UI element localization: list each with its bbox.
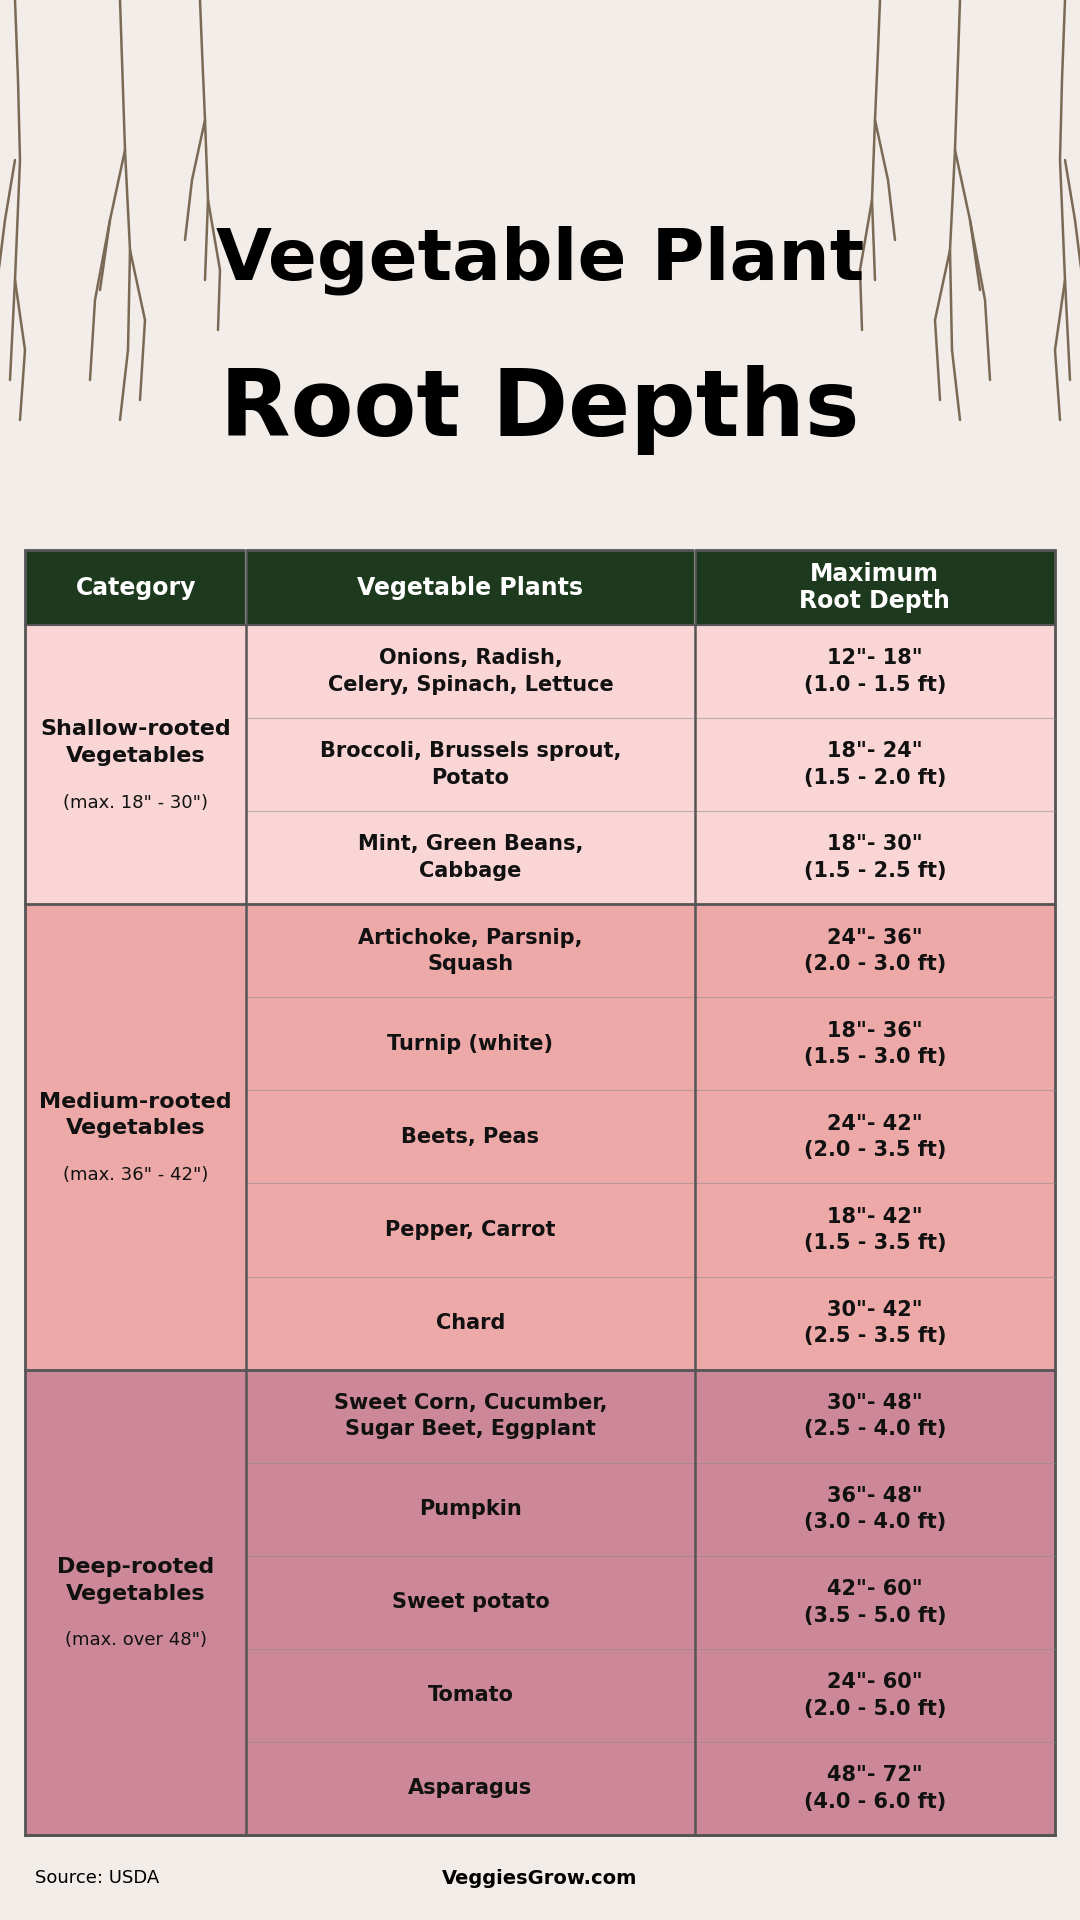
Bar	[694, 1741, 1055, 1836]
Text: (max. 18" - 30"): (max. 18" - 30")	[64, 793, 208, 812]
Bar	[246, 718, 694, 810]
Bar	[25, 549, 1055, 626]
Text: 24"- 60"
(2.0 - 5.0 ft): 24"- 60" (2.0 - 5.0 ft)	[804, 1672, 946, 1718]
Text: 30"- 42"
(2.5 - 3.5 ft): 30"- 42" (2.5 - 3.5 ft)	[804, 1300, 946, 1346]
Text: Medium-rooted
Vegetables: Medium-rooted Vegetables	[39, 1092, 232, 1139]
Bar	[694, 1463, 1055, 1555]
Text: Maximum
Root Depth: Maximum Root Depth	[799, 561, 950, 612]
Text: Turnip (white): Turnip (white)	[388, 1033, 553, 1054]
Bar	[25, 904, 246, 1369]
Text: 18"- 42"
(1.5 - 3.5 ft): 18"- 42" (1.5 - 3.5 ft)	[804, 1208, 946, 1254]
Text: 48"- 72"
(4.0 - 6.0 ft): 48"- 72" (4.0 - 6.0 ft)	[804, 1764, 946, 1812]
Bar	[246, 1741, 694, 1836]
Bar	[246, 904, 694, 996]
Bar	[694, 1091, 1055, 1183]
Text: (max. 36" - 42"): (max. 36" - 42")	[63, 1165, 208, 1185]
Bar	[694, 718, 1055, 810]
Text: Pepper, Carrot: Pepper, Carrot	[386, 1219, 556, 1240]
Text: 24"- 42"
(2.0 - 3.5 ft): 24"- 42" (2.0 - 3.5 ft)	[804, 1114, 946, 1160]
Text: 30"- 48"
(2.5 - 4.0 ft): 30"- 48" (2.5 - 4.0 ft)	[804, 1392, 946, 1440]
Text: Category: Category	[76, 576, 195, 599]
Bar	[246, 1277, 694, 1369]
Bar	[246, 1183, 694, 1277]
Text: VeggiesGrow.com: VeggiesGrow.com	[443, 1868, 637, 1887]
Bar	[246, 1649, 694, 1741]
Bar	[25, 549, 1055, 1836]
Text: Beets, Peas: Beets, Peas	[402, 1127, 540, 1146]
Text: 18"- 30"
(1.5 - 2.5 ft): 18"- 30" (1.5 - 2.5 ft)	[804, 835, 946, 881]
Text: Shallow-rooted
Vegetables: Shallow-rooted Vegetables	[40, 720, 231, 766]
Text: Root Depths: Root Depths	[220, 365, 860, 455]
Text: Broccoli, Brussels sprout,
Potato: Broccoli, Brussels sprout, Potato	[320, 741, 621, 787]
Text: Deep-rooted
Vegetables: Deep-rooted Vegetables	[57, 1557, 214, 1603]
Text: Vegetable Plants: Vegetable Plants	[357, 576, 583, 599]
Bar	[246, 810, 694, 904]
Bar	[25, 626, 246, 904]
Bar	[694, 1183, 1055, 1277]
Text: Source: USDA: Source: USDA	[35, 1868, 159, 1887]
Bar	[694, 1277, 1055, 1369]
Bar	[246, 626, 694, 718]
Text: 24"- 36"
(2.0 - 3.0 ft): 24"- 36" (2.0 - 3.0 ft)	[804, 927, 946, 973]
Text: Onions, Radish,
Celery, Spinach, Lettuce: Onions, Radish, Celery, Spinach, Lettuce	[327, 649, 613, 695]
Text: (max. over 48"): (max. over 48")	[65, 1632, 206, 1649]
Text: 18"- 24"
(1.5 - 2.0 ft): 18"- 24" (1.5 - 2.0 ft)	[804, 741, 946, 787]
Text: Chard: Chard	[436, 1313, 505, 1332]
Bar	[246, 1091, 694, 1183]
Text: Mint, Green Beans,
Cabbage: Mint, Green Beans, Cabbage	[357, 835, 583, 881]
Bar	[694, 996, 1055, 1091]
Text: Vegetable Plant: Vegetable Plant	[216, 225, 864, 296]
Bar	[694, 626, 1055, 718]
Text: 42"- 60"
(3.5 - 5.0 ft): 42"- 60" (3.5 - 5.0 ft)	[804, 1578, 946, 1626]
Bar	[246, 1463, 694, 1555]
Bar	[246, 1555, 694, 1649]
Bar	[25, 1369, 246, 1836]
Bar	[694, 904, 1055, 996]
Bar	[694, 810, 1055, 904]
Bar	[694, 1649, 1055, 1741]
Text: Sweet Corn, Cucumber,
Sugar Beet, Eggplant: Sweet Corn, Cucumber, Sugar Beet, Eggpla…	[334, 1392, 607, 1440]
Text: Artichoke, Parsnip,
Squash: Artichoke, Parsnip, Squash	[359, 927, 583, 973]
Bar	[246, 996, 694, 1091]
Text: 36"- 48"
(3.0 - 4.0 ft): 36"- 48" (3.0 - 4.0 ft)	[804, 1486, 946, 1532]
Bar	[694, 1369, 1055, 1463]
Text: 18"- 36"
(1.5 - 3.0 ft): 18"- 36" (1.5 - 3.0 ft)	[804, 1021, 946, 1068]
Text: Asparagus: Asparagus	[408, 1778, 532, 1799]
Bar	[246, 1369, 694, 1463]
Text: 12"- 18"
(1.0 - 1.5 ft): 12"- 18" (1.0 - 1.5 ft)	[804, 649, 946, 695]
Bar	[694, 1555, 1055, 1649]
Text: Pumpkin: Pumpkin	[419, 1500, 522, 1519]
Text: Sweet potato: Sweet potato	[392, 1592, 550, 1613]
Text: Tomato: Tomato	[428, 1686, 513, 1705]
